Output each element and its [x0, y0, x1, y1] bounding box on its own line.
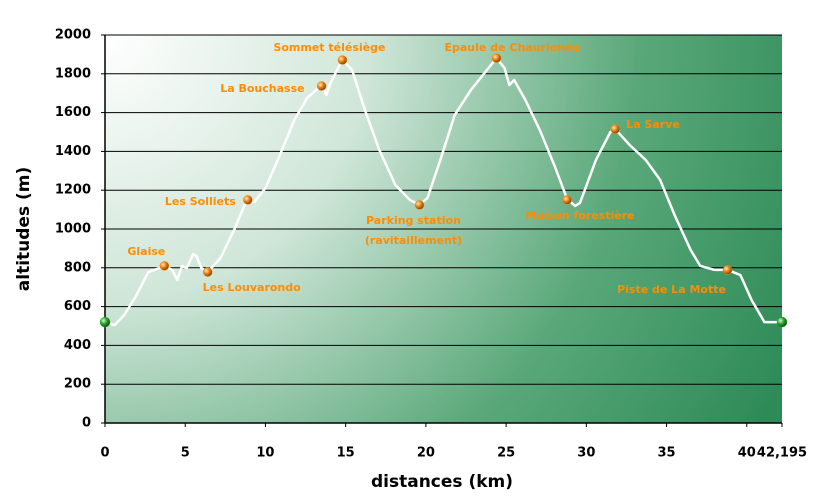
waypoint-marker — [722, 265, 733, 275]
waypoint-label: Epaule de Chaurionde — [445, 41, 581, 54]
y-tick-label: 600 — [64, 299, 91, 314]
waypoint-label: Maison forestière — [526, 209, 635, 222]
endpoint-marker — [99, 316, 111, 328]
x-tick-label: 5 — [181, 446, 190, 461]
waypoint-marker — [491, 53, 502, 63]
waypoint-marker — [414, 200, 425, 210]
x-tick-label: 40 — [738, 446, 756, 461]
profile-line — [104, 56, 782, 327]
y-tick-label: 1600 — [55, 105, 91, 120]
waypoint-marker — [316, 81, 327, 91]
x-tick-label: 15 — [337, 446, 355, 461]
x-tick-label: 42,195 — [757, 446, 807, 461]
y-tick-label: 800 — [64, 260, 91, 275]
waypoint-marker — [159, 261, 170, 271]
y-tick-label: 1000 — [55, 222, 91, 237]
x-tick-label: 25 — [497, 446, 515, 461]
x-tick-label: 0 — [100, 446, 109, 461]
x-tick-label: 20 — [417, 446, 435, 461]
y-tick-label: 200 — [64, 377, 91, 392]
endpoint-marker — [776, 316, 788, 328]
waypoint-label: Parking station — [366, 214, 461, 227]
waypoint-marker — [337, 55, 348, 65]
x-tick-label: 30 — [577, 446, 595, 461]
y-tick-label: 1800 — [55, 66, 91, 81]
waypoint-label: La Sarve — [626, 118, 680, 131]
waypoint-marker — [610, 124, 620, 134]
waypoint-label: Glaise — [127, 245, 165, 258]
waypoint-label: La Bouchasse — [220, 82, 304, 95]
x-axis-title: distances (km) — [371, 472, 513, 492]
waypoint-marker — [202, 267, 213, 277]
waypoint-label: Les Louvarondo — [203, 281, 302, 294]
waypoint-label: (ravitaillement) — [365, 234, 462, 247]
waypoint-label: Piste de La Motte — [617, 283, 726, 296]
y-axis-title: altitudes (m) — [14, 167, 34, 291]
y-tick-label: 2000 — [55, 28, 91, 43]
waypoint-marker — [243, 195, 253, 205]
y-tick-label: 0 — [82, 416, 91, 431]
waypoint-label: Les Solliets — [165, 195, 236, 208]
x-tick-label: 10 — [256, 446, 274, 461]
y-tick-label: 400 — [64, 338, 91, 353]
y-tick-label: 1200 — [55, 183, 91, 198]
x-tick-label: 35 — [658, 446, 676, 461]
waypoint-label: Sommet télésiège — [273, 41, 385, 54]
waypoint-marker — [562, 195, 572, 205]
y-tick-label: 1400 — [55, 144, 91, 159]
